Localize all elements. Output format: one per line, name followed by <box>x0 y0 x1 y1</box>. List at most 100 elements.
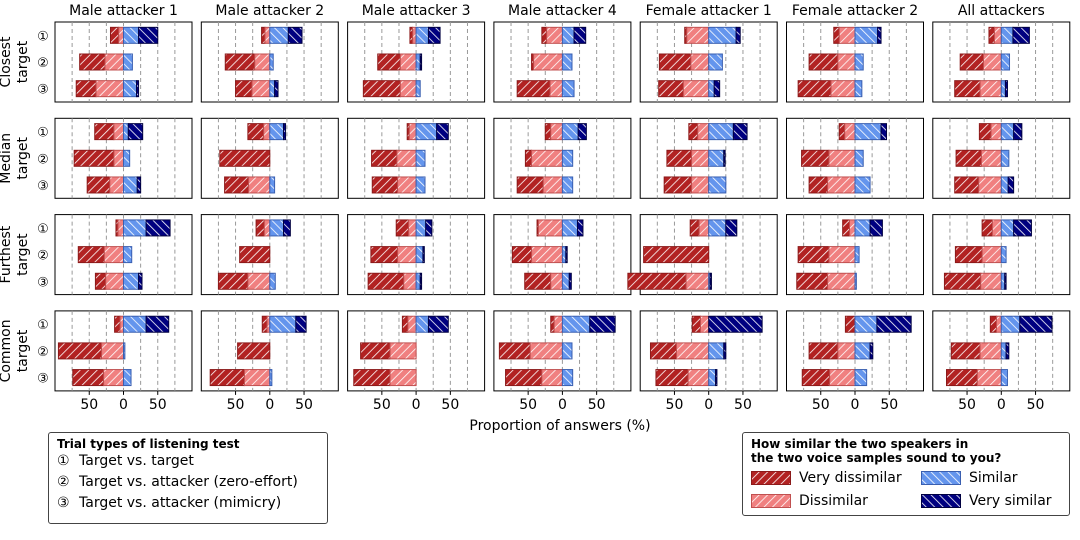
legend-label-very-dissimilar: Very dissimilar <box>799 469 902 486</box>
x-tick-label: 0 <box>119 397 128 413</box>
row-label-line2: target <box>15 137 31 180</box>
trial-legend-title: Trial types of listening test <box>57 437 240 451</box>
trial-legend-item: ② Target vs. attacker (zero-effort) <box>57 472 319 493</box>
bar-similar <box>123 246 133 264</box>
bar-very-dissimilar <box>261 26 266 44</box>
x-tick-label: 50 <box>149 397 167 413</box>
x-tick-label: 50 <box>666 397 684 413</box>
trial-label-2: Target vs. attacker (zero-effort) <box>79 474 298 490</box>
bar-very-dissimilar <box>224 176 250 194</box>
bar-very-similar <box>427 315 449 333</box>
bar-dissimilar <box>691 149 710 167</box>
bar-dissimilar <box>550 123 563 141</box>
x-tick-label: 0 <box>412 397 421 413</box>
bar-very-similar <box>709 272 712 290</box>
trial-marker: ② <box>37 345 49 360</box>
x-tick-label: 50 <box>80 397 98 413</box>
bar-dissimilar <box>113 123 125 141</box>
similarity-legend-title-line2: the two voice samples sound to you? <box>751 451 1002 465</box>
bar-very-dissimilar <box>395 219 410 237</box>
bar-similar <box>854 123 882 141</box>
bar-very-similar <box>708 315 763 333</box>
bar-very-dissimilar <box>658 53 692 71</box>
x-tick-label: 50 <box>1027 397 1045 413</box>
bar-similar <box>1000 176 1009 194</box>
bar-dissimilar <box>542 176 563 194</box>
bar-dissimilar <box>529 342 563 360</box>
bar-very-dissimilar <box>109 26 120 44</box>
bar-very-similar <box>732 123 748 141</box>
bar-very-dissimilar <box>655 369 689 387</box>
bar-similar <box>561 342 573 360</box>
bar-very-dissimilar <box>550 315 555 333</box>
bar-very-dissimilar <box>796 272 829 290</box>
bar-similar <box>415 80 421 98</box>
bar-similar <box>854 369 868 387</box>
bar-very-dissimilar <box>73 149 115 167</box>
bar-similar <box>123 272 140 290</box>
bar-dissimilar <box>247 272 271 290</box>
bar-very-dissimilar <box>950 342 981 360</box>
bar-very-similar <box>274 80 279 98</box>
bar-very-dissimilar <box>663 176 693 194</box>
bar-very-dissimilar <box>833 26 840 44</box>
bar-very-similar <box>577 123 587 141</box>
x-tick-label: 0 <box>997 397 1006 413</box>
bar-dissimilar <box>104 53 124 71</box>
bar-similar <box>708 219 727 237</box>
trial-marker: ② <box>37 56 49 71</box>
bar-very-similar <box>436 123 449 141</box>
row-label-line1: Common <box>0 319 14 382</box>
bar-similar <box>415 176 426 194</box>
bar-dissimilar <box>531 246 563 264</box>
bar-similar <box>123 26 140 44</box>
bar-similar <box>415 53 421 71</box>
bar-dissimilar <box>119 315 124 333</box>
bar-dissimilar <box>407 315 417 333</box>
bar-very-similar <box>1004 80 1008 98</box>
bar-dissimilar <box>254 53 271 71</box>
bar-similar <box>415 219 427 237</box>
x-tick-label: 50 <box>880 397 898 413</box>
legend-label-similar: Similar <box>969 469 1018 486</box>
bar-similar <box>123 176 138 194</box>
bar-dissimilar <box>981 246 1002 264</box>
bar-similar <box>123 123 129 141</box>
row-label-line2: target <box>15 329 31 372</box>
bar-very-dissimilar <box>401 315 409 333</box>
bar-similar <box>269 369 273 387</box>
bar-very-dissimilar <box>86 176 111 194</box>
bar-dissimilar <box>980 149 1002 167</box>
trial-marker: ③ <box>37 179 49 194</box>
bar-similar <box>854 176 871 194</box>
bar-very-similar <box>1005 342 1010 360</box>
bar-similar <box>708 369 717 387</box>
bar-dissimilar <box>397 176 417 194</box>
bar-very-similar <box>735 26 741 44</box>
x-tick-label: 50 <box>373 397 391 413</box>
dissimilar-swatch <box>751 493 791 508</box>
bar-very-dissimilar <box>237 342 271 360</box>
bar-very-dissimilar <box>217 272 249 290</box>
legend-item-very-similar: Very similar <box>921 490 1061 511</box>
bar-similar <box>854 219 871 237</box>
bar-dissimilar <box>828 246 856 264</box>
bar-very-similar <box>725 219 738 237</box>
bar-very-dissimilar <box>808 342 839 360</box>
bar-very-dissimilar <box>541 26 548 44</box>
bar-dissimilar <box>996 315 1002 333</box>
x-axis-label: Proportion of answers (%) <box>469 418 650 434</box>
bar-dissimilar <box>685 272 710 290</box>
bar-very-dissimilar <box>516 176 544 194</box>
x-tick-label: 50 <box>441 397 459 413</box>
bar-dissimilar <box>979 80 1002 98</box>
bar-very-similar <box>419 272 423 290</box>
bar-dissimilar <box>531 149 563 167</box>
trial-legend-item: ① Target vs. target <box>57 451 319 472</box>
bar-very-dissimilar <box>988 26 995 44</box>
bar-similar <box>1000 149 1010 167</box>
bar-very-dissimilar <box>691 315 701 333</box>
bar-very-dissimilar <box>371 149 398 167</box>
bar-dissimilar <box>243 369 271 387</box>
bar-very-dissimilar <box>360 342 391 360</box>
